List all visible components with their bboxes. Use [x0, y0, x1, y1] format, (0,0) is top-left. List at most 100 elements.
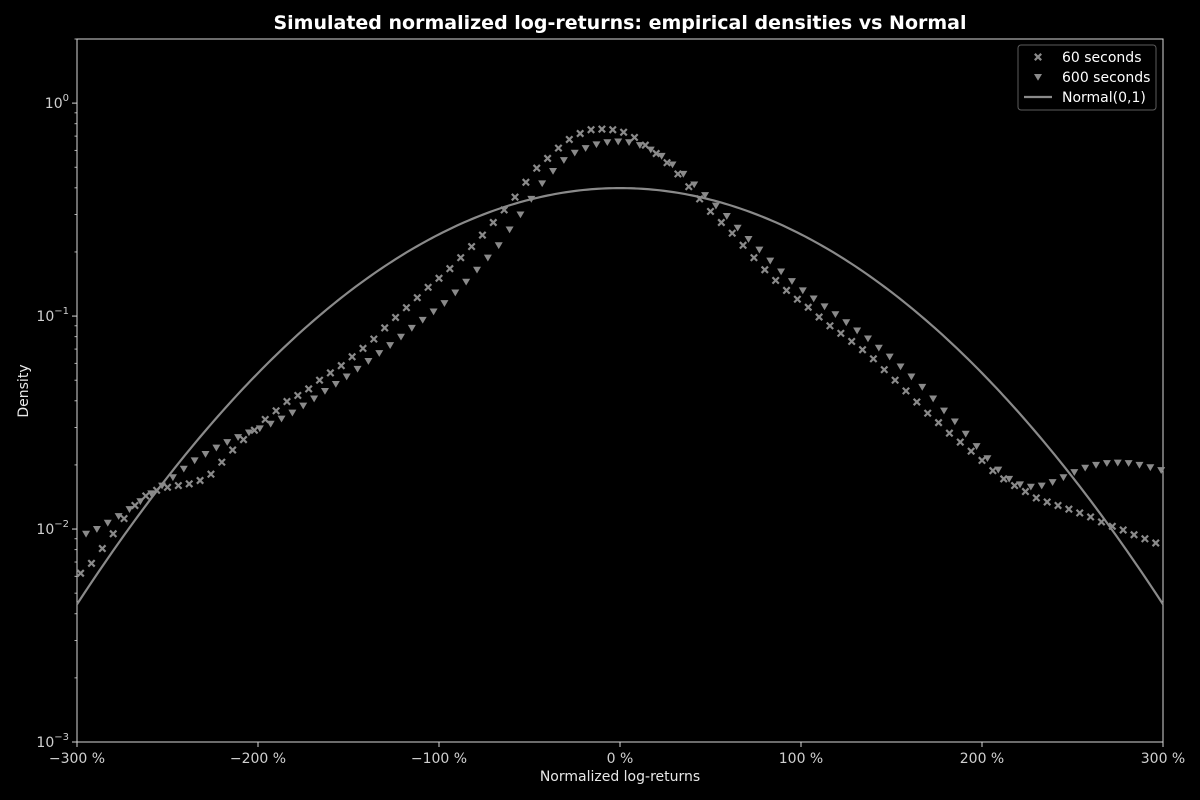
point-600-seconds [494, 242, 503, 250]
point-600-seconds [342, 373, 351, 381]
point-60-seconds [228, 446, 237, 454]
point-600-seconds [1048, 479, 1057, 486]
point-60-seconds [369, 335, 378, 344]
point-60-seconds [282, 397, 291, 406]
point-60-seconds [380, 323, 389, 332]
point-600-seconds [1026, 483, 1035, 491]
point-60-seconds [217, 458, 226, 467]
point-60-seconds [109, 529, 118, 538]
point-60-seconds [130, 501, 139, 510]
point-60-seconds [239, 435, 248, 444]
point-600-seconds [614, 138, 623, 146]
point-600-seconds [896, 363, 905, 371]
point-60-seconds [706, 207, 715, 216]
point-600-seconds [244, 429, 253, 437]
point-60-seconds [348, 352, 357, 361]
point-60-seconds [597, 125, 606, 134]
point-60-seconds [206, 470, 215, 479]
point-600-seconds [288, 409, 297, 417]
point-600-seconds [863, 335, 872, 343]
point-600-seconds [777, 268, 786, 276]
legend-label: Normal(0,1) [1062, 90, 1146, 106]
point-600-seconds [353, 365, 362, 373]
point-600-seconds [711, 202, 720, 210]
point-600-seconds [635, 142, 644, 149]
point-60-seconds [304, 384, 313, 393]
point-60-seconds [141, 491, 150, 500]
legend-label: 600 seconds [1062, 70, 1150, 86]
point-600-seconds [462, 278, 471, 286]
point-600-seconds [82, 530, 91, 538]
point-60-seconds [576, 129, 585, 138]
point-600-seconds [429, 308, 438, 316]
x-tick-label: −300 % [49, 751, 105, 767]
plot-area: 10−3 10−2 10−1 100 −300 % −200 % −100 % 0 % 100 … [36, 38, 1185, 767]
point-60-seconds [1075, 508, 1084, 517]
point-60-seconds [956, 438, 965, 447]
point-600-seconds [1146, 464, 1155, 472]
point-60-seconds [663, 158, 672, 167]
point-60-seconds [717, 218, 726, 227]
point-600-seconds [190, 457, 199, 465]
point-60-seconds [978, 456, 986, 465]
point-600-seconds [1102, 460, 1111, 467]
point-600-seconds [483, 254, 492, 262]
point-600-seconds [592, 141, 601, 149]
point-600-seconds [136, 498, 145, 506]
point-600-seconds [375, 350, 384, 357]
point-600-seconds [853, 327, 862, 335]
point-60-seconds [902, 386, 910, 395]
point-60-seconds [782, 286, 791, 295]
point-60-seconds [760, 265, 769, 274]
point-600-seconds [809, 295, 818, 303]
point-600-seconds [158, 482, 167, 490]
point-60-seconds [76, 569, 85, 578]
point-60-seconds [467, 242, 476, 251]
point-600-seconds [874, 344, 883, 352]
point-600-seconds [1037, 482, 1046, 490]
point-60-seconds [196, 476, 205, 485]
point-60-seconds [608, 125, 617, 134]
point-60-seconds [587, 125, 596, 134]
point-600-seconds [538, 180, 547, 188]
point-60-seconds [1043, 497, 1052, 506]
point-60-seconds [825, 321, 834, 330]
point-60-seconds [771, 276, 780, 285]
point-600-seconds [527, 195, 536, 203]
point-60-seconds [478, 231, 487, 240]
x-tick-label: 200 % [960, 751, 1004, 767]
point-600-seconds [907, 373, 916, 381]
x-tick-label: −100 % [411, 751, 467, 767]
point-60-seconds [565, 135, 574, 144]
chart-title: Simulated normalized log-returns: empiri… [273, 12, 966, 34]
x-tick-label: 100 % [779, 751, 823, 767]
point-600-seconds [950, 418, 959, 426]
point-60-seconds [272, 406, 281, 415]
point-600-seconds [1092, 461, 1101, 469]
point-60-seconds [98, 544, 107, 553]
point-600-seconds [722, 213, 731, 220]
point-600-seconds [1016, 481, 1025, 489]
point-60-seconds [445, 264, 454, 273]
point-60-seconds [511, 193, 519, 202]
point-600-seconds [440, 300, 449, 307]
point-600-seconds [331, 380, 340, 388]
x-tick-label: −200 % [230, 751, 286, 767]
point-600-seconds [1157, 467, 1166, 474]
point-60-seconds [250, 426, 259, 435]
point-600-seconds [646, 146, 655, 154]
point-600-seconds [255, 425, 264, 433]
y-tick-label: 10−1 [36, 306, 69, 325]
point-60-seconds [1119, 525, 1128, 534]
point-60-seconds [695, 194, 704, 203]
point-600-seconds [320, 387, 329, 395]
point-600-seconds [168, 474, 177, 482]
point-600-seconds [570, 149, 579, 157]
point-600-seconds [396, 333, 405, 341]
legend-box [1017, 44, 1157, 111]
point-600-seconds [212, 444, 221, 452]
point-600-seconds [983, 455, 992, 463]
point-60-seconds [424, 283, 433, 292]
point-60-seconds [554, 144, 563, 153]
